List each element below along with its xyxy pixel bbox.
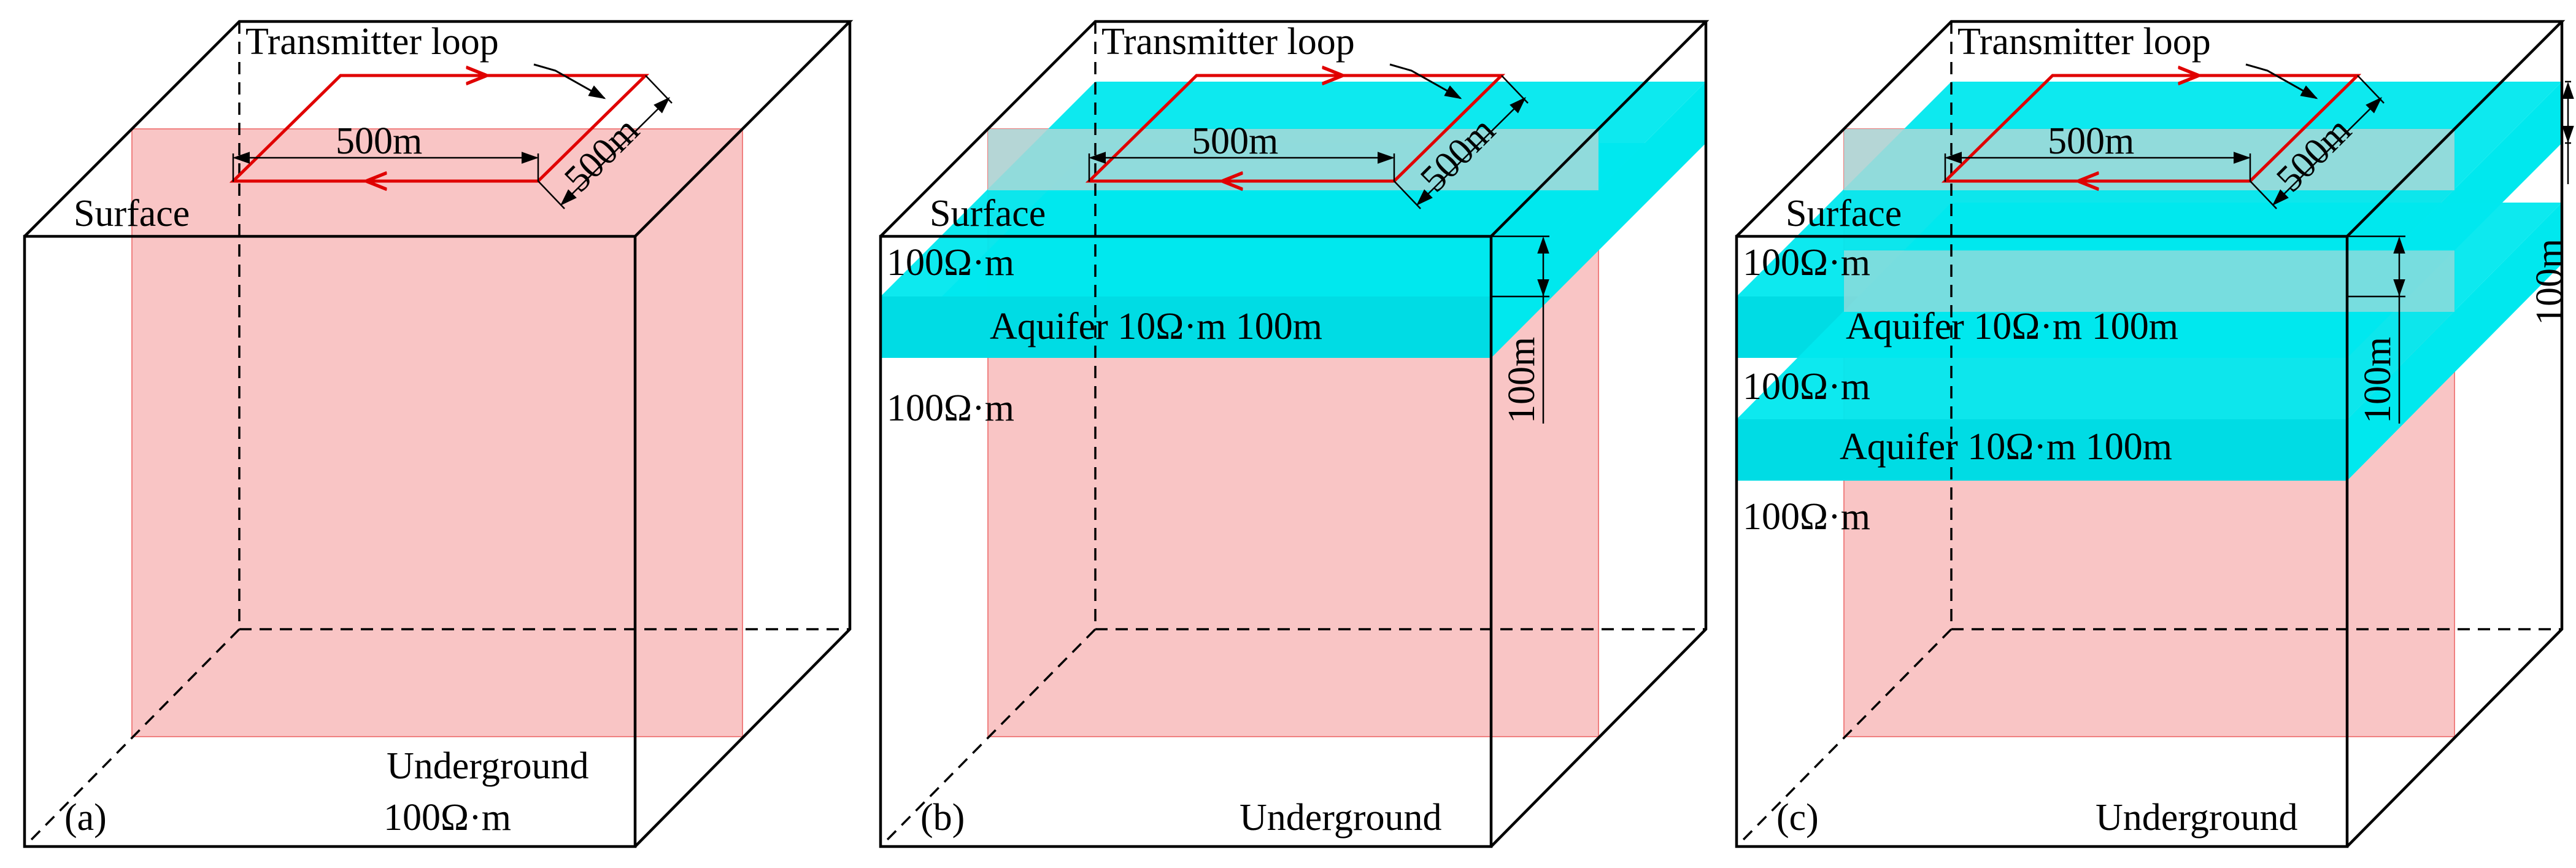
depth-dimension (538, 75, 673, 209)
depth-dimension (2250, 75, 2385, 209)
transmitter-leader (533, 63, 606, 99)
resistivity-lower: 100Ω·m (887, 387, 1014, 429)
width-dimension (232, 152, 539, 182)
aquifer-label: Aquifer 10Ω·m 100m (990, 306, 1322, 347)
loop-width-label: 500m (2048, 120, 2134, 162)
thickness-dimension-front (2347, 235, 2405, 424)
transmitter-label: Transmitter loop (1957, 21, 2211, 63)
hidden-edges (23, 21, 850, 848)
thickness-label: 100m (1501, 337, 1543, 424)
thickness-dimension (1491, 235, 1549, 424)
cube-outline (1735, 20, 2566, 848)
aquifer-2-label: Aquifer 10Ω·m 100m (1840, 426, 2172, 468)
resistivity-middle: 100Ω·m (1743, 366, 1870, 408)
underground-label: Underground (387, 745, 588, 787)
surface-label: Surface (930, 193, 1046, 234)
panel-letter: (b) (920, 797, 965, 839)
resistivity-top: 100Ω·m (1743, 242, 1870, 284)
cube-outline (879, 20, 1710, 848)
panel-a: Transmitter loop 500m 500m Surface Under… (23, 20, 854, 848)
underground-label: Underground (2096, 797, 2297, 839)
transmitter-label: Transmitter loop (1101, 21, 1355, 63)
surface-label: Surface (74, 193, 190, 234)
hidden-edges (1735, 21, 2562, 848)
resistivity-top: 100Ω·m (887, 242, 1014, 284)
panel-c: Transmitter loop 500m 500m Surface 100Ω·… (1735, 20, 2574, 848)
cube-outline (23, 20, 854, 848)
transmitter-label: Transmitter loop (245, 21, 499, 63)
panel-letter: (c) (1776, 797, 1819, 839)
aquifer-1-label: Aquifer 10Ω·m 100m (1846, 306, 2178, 347)
transmitter-leader (2245, 63, 2318, 99)
aquifer-layer-2 (1737, 203, 2562, 481)
transmitter-leader (1389, 63, 1462, 99)
underground-label: Underground (1240, 797, 1441, 839)
thickness-dimension-back (2562, 80, 2574, 184)
hidden-edges (879, 21, 1706, 848)
depth-dimension (1394, 75, 1529, 209)
width-dimension (1944, 152, 2251, 182)
resistivity-bottom: 100Ω·m (384, 797, 511, 839)
panel-letter: (a) (64, 797, 107, 839)
resistivity-lower: 100Ω·m (1743, 496, 1870, 538)
surface-label: Surface (1786, 193, 1902, 234)
panel-b: Transmitter loop 500m 500m Surface 100Ω·… (879, 20, 1710, 848)
width-dimension (1088, 152, 1395, 182)
thickness-back-label: 100m (2529, 239, 2570, 325)
loop-width-label: 500m (336, 120, 422, 162)
loop-width-label: 500m (1192, 120, 1278, 162)
thickness-front-label: 100m (2357, 337, 2399, 424)
